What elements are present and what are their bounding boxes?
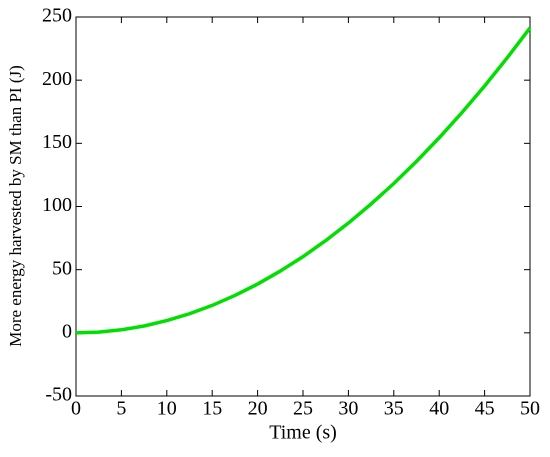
y-tick-label: 150	[42, 131, 72, 153]
y-tick-label: -50	[45, 384, 72, 406]
y-tick-label: 250	[42, 5, 72, 27]
x-tick-label: 20	[248, 398, 268, 420]
x-tick-label: 10	[157, 398, 177, 420]
x-tick-label: 5	[116, 398, 126, 420]
y-tick-label: 0	[62, 320, 72, 342]
y-axis-title: More energy harvested by SM than PI (J)	[6, 65, 25, 347]
x-axis-title: Time (s)	[269, 422, 337, 444]
x-tick-label: 40	[429, 398, 449, 420]
x-tick-label: 45	[475, 398, 495, 420]
x-tick-label: 15	[202, 398, 222, 420]
data-line	[75, 26, 532, 335]
x-tick-label: 35	[384, 398, 404, 420]
y-tick-label: 100	[42, 194, 72, 216]
x-tick-label: 50	[520, 398, 540, 420]
y-tick-label: 50	[52, 257, 72, 279]
x-tick-label: 0	[71, 398, 81, 420]
plot-frame	[75, 16, 531, 397]
x-tick-label: 25	[293, 398, 313, 420]
x-tick-label: 30	[338, 398, 358, 420]
y-tick-label: 200	[42, 68, 72, 90]
